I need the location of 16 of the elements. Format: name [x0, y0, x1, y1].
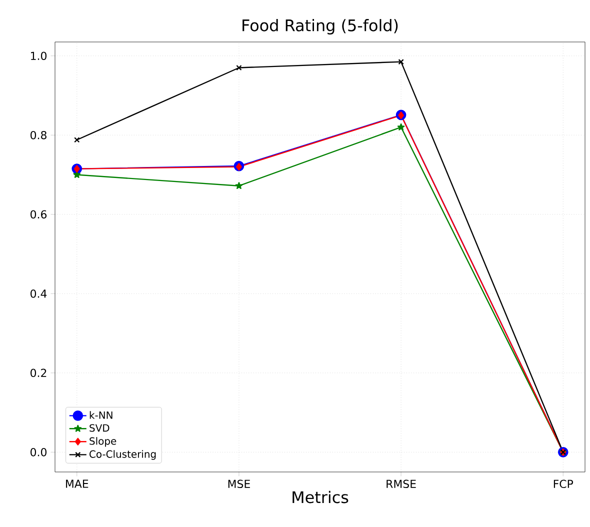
x-tick-label: RMSE	[386, 480, 416, 488]
y-tick-label: 0.6	[30, 210, 47, 219]
legend-label: k-NN	[90, 411, 112, 419]
y-tick-label: 0.2	[30, 368, 46, 378]
x-tick-label: FCP	[554, 480, 574, 488]
x-tick-label: MSE	[228, 480, 250, 488]
chart-title: Food Rating (5-fold)	[242, 19, 398, 34]
y-tick-label: 1.0	[31, 52, 46, 60]
y-tick-label: 0.0	[30, 448, 46, 456]
legend-label: Co-Clustering	[90, 450, 156, 460]
y-tick-label: 0.8	[30, 130, 46, 140]
legend-label: Slope	[90, 437, 116, 447]
legend-label: SVD	[90, 424, 110, 432]
x-tick-label: MAE	[66, 480, 88, 488]
x-axis-title: Metrics	[292, 490, 348, 504]
y-tick-label: 0.4	[30, 290, 47, 298]
